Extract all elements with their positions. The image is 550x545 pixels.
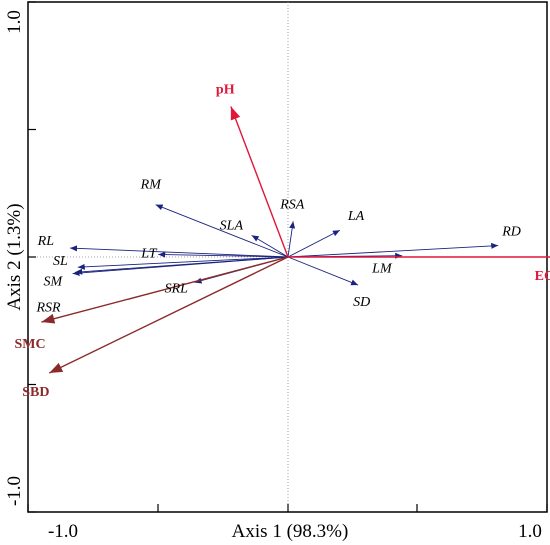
x-axis-title: Axis 1 (98.3%) — [232, 521, 349, 542]
vector-label-sl: SL — [53, 254, 68, 269]
vector-arrow-smc — [41, 256, 289, 324]
vector-label-smc: SMC — [14, 337, 45, 352]
vector-arrow-rsa — [287, 221, 296, 258]
vector-label-rsa: RSA — [279, 197, 305, 212]
vector-arrow-rm — [155, 204, 289, 258]
vector-label-rl: RL — [37, 234, 55, 249]
vector-arrow-rl — [70, 245, 289, 258]
x-tick-label-max: 1.0 — [518, 521, 542, 542]
vector-label-sm: SM — [44, 274, 64, 289]
x-tick-label-min: -1.0 — [48, 521, 78, 542]
vector-arrow-rd — [287, 242, 499, 258]
vector-label-lt: LT — [140, 246, 158, 261]
vector-arrow-ph — [230, 106, 289, 258]
vector-arrow-sbd — [48, 256, 289, 374]
vector-label-sd: SD — [353, 295, 370, 310]
vector-label-sbd: SBD — [22, 385, 49, 400]
vector-arrow-sl — [77, 256, 289, 270]
vector-label-srl: SRL — [165, 282, 189, 297]
vector-layer — [41, 106, 550, 374]
vector-label-la: LA — [347, 209, 365, 224]
vector-arrow-lt — [158, 251, 289, 258]
vector-label-rd: RD — [501, 225, 521, 240]
label-layer: RL SL SM RSR RM LT SLA RSA LA RD LM SD SRL pH EC SMC SBD — [14, 83, 550, 400]
vector-arrow-sd — [287, 256, 359, 286]
y-tick-label-min: -1.0 — [4, 476, 25, 506]
y-tick-label-max: 1.0 — [4, 10, 25, 34]
vector-label-ec: EC — [535, 269, 550, 284]
vector-label-lm: LM — [371, 262, 393, 277]
vector-arrow-sla — [251, 234, 289, 258]
vector-label-sla: SLA — [220, 218, 244, 233]
y-axis-title: Axis 2 (1.3%) — [4, 203, 25, 310]
vector-arrow-rsr — [72, 256, 289, 277]
vector-label-rm: RM — [140, 178, 163, 193]
vector-label-rsr: RSR — [36, 301, 62, 316]
vector-label-ph: pH — [216, 83, 235, 98]
tick-marks — [27, 1, 548, 513]
vector-arrow-la — [287, 229, 341, 258]
